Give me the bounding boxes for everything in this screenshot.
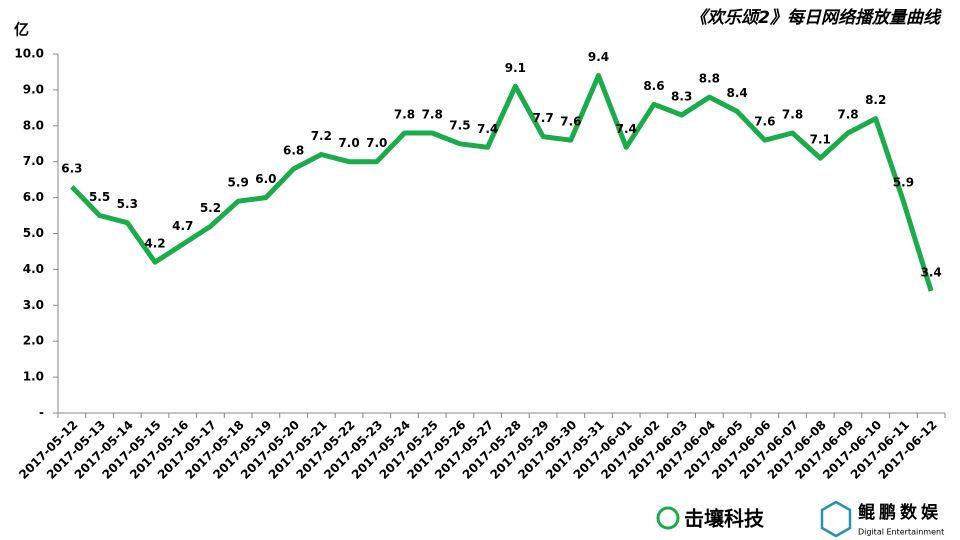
data-label: 8.4 [726,86,747,100]
data-label: 7.4 [616,122,637,136]
data-label: 8.3 [671,90,692,104]
data-label: 5.3 [117,197,138,211]
logo-left: 击壤科技 [656,506,765,531]
data-label: 6.8 [283,143,304,157]
data-label: 7.0 [338,136,359,150]
data-label: 7.4 [477,122,498,136]
y-tick-label: 8.0 [23,118,44,132]
y-tick-label: 5.0 [23,226,44,240]
data-label: 7.6 [560,115,581,129]
logo-text: 鲲鹏数娱 [858,502,942,523]
data-label: 3.4 [921,265,942,279]
logo-subtext: Digital Entertainment [858,528,944,537]
data-label: 7.7 [532,111,553,125]
y-tick-label: 7.0 [23,154,44,168]
y-tick-label: 2.0 [23,334,44,348]
y-tick-label: 6.0 [23,190,44,204]
data-label: 7.8 [782,107,803,121]
y-tick-label: 4.0 [23,262,44,276]
data-label: 8.6 [643,79,664,93]
data-label: 5.9 [893,176,914,190]
data-label: 5.2 [200,201,221,215]
data-label: 7.8 [422,107,443,121]
y-tick-label: - [39,406,44,420]
logo-right: 鲲鹏数娱 Digital Entertainment [820,500,944,538]
data-label: 8.8 [699,72,720,86]
data-label: 4.2 [144,237,165,251]
y-tick-label: 1.0 [23,370,44,384]
data-label: 4.7 [172,219,193,233]
logo-icon [820,500,852,538]
data-label: 7.2 [311,129,332,143]
data-line [70,73,934,292]
logo-text: 击壤科技 [684,507,765,531]
data-label: 6.3 [61,161,82,175]
data-label: 7.1 [810,133,831,147]
y-tick-label: 9.0 [23,82,44,96]
data-label: 7.0 [366,136,387,150]
data-label: 7.8 [394,107,415,121]
data-label: 7.5 [449,118,470,132]
chart-title: 《欢乐颂2》每日网络播放量曲线 [690,8,942,28]
y-axis-label: 亿 [14,21,29,39]
y-tick-label: 3.0 [23,298,44,312]
data-label: 9.1 [505,61,526,75]
data-label: 9.4 [588,50,609,64]
data-label: 6.0 [255,172,276,186]
data-label: 8.2 [865,93,886,107]
data-label: 5.5 [89,190,110,204]
data-label: 5.9 [228,176,249,190]
data-label: 7.6 [754,115,775,129]
logo-icon [656,506,680,530]
data-label: 7.8 [837,107,858,121]
y-tick-label: 10.0 [14,47,44,61]
